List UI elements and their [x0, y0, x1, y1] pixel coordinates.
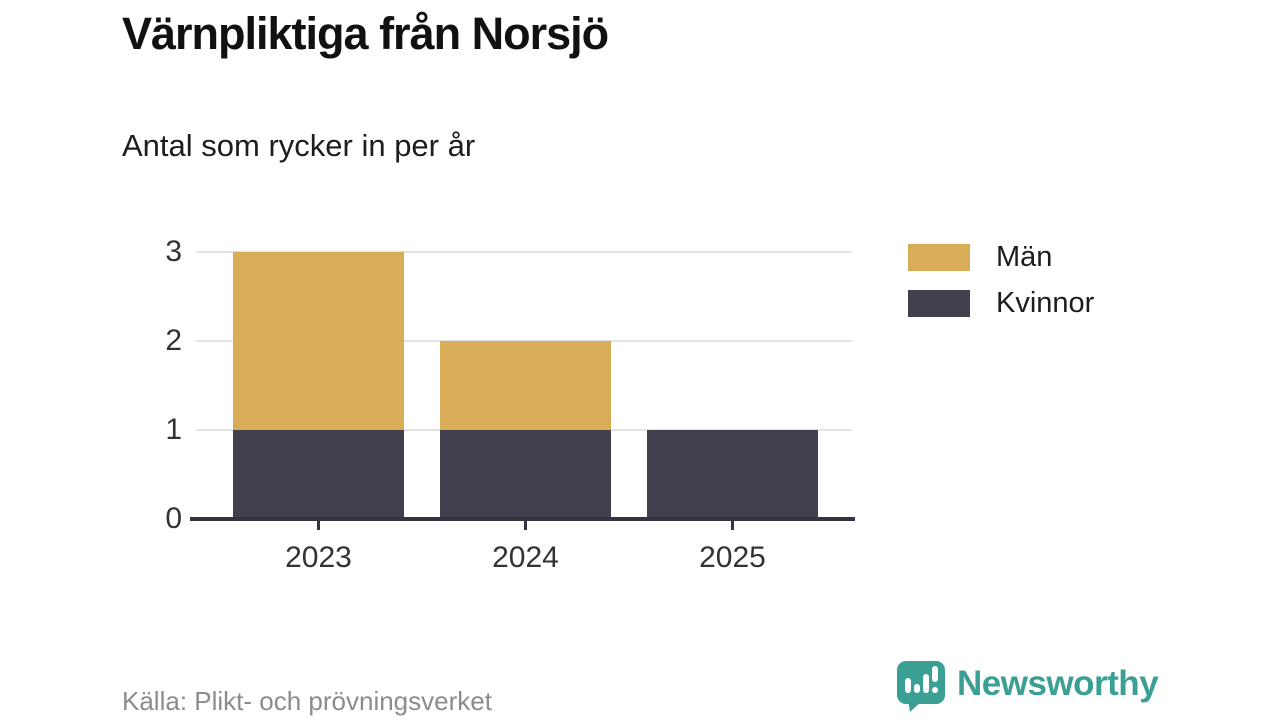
legend-row: Män — [908, 241, 1094, 273]
x-axis-label: 2024 — [492, 541, 559, 574]
legend-swatch — [908, 290, 970, 317]
chart-title: Värnpliktiga från Norsjö — [122, 8, 609, 59]
bar-segment-kvinnor-2025 — [647, 430, 818, 519]
chart-legend: Män Kvinnor — [908, 241, 1095, 336]
legend-label: Kvinnor — [996, 287, 1095, 319]
x-axis-label: 2023 — [285, 541, 352, 574]
bar-segment-män-2024 — [440, 341, 611, 430]
legend-label: Män — [996, 241, 1053, 273]
newsworthy-wordmark: Newsworthy — [957, 664, 1159, 703]
chart-subtitle: Antal som rycker in per år — [122, 128, 476, 163]
gridline — [196, 251, 852, 253]
x-tick — [731, 521, 734, 530]
y-axis-label: 2 — [165, 324, 182, 357]
bar-segment-kvinnor-2024 — [440, 430, 611, 519]
legend-swatch — [908, 244, 970, 271]
x-axis-line — [190, 517, 855, 521]
legend-row: Kvinnor — [908, 287, 1095, 319]
source-note: Källa: Plikt- och prövningsverket — [122, 686, 492, 716]
bar-segment-kvinnor-2023 — [233, 430, 404, 519]
y-axis-label: 3 — [165, 235, 182, 268]
bar-segment-män-2023 — [233, 252, 404, 430]
x-tick — [524, 521, 527, 530]
newsworthy-speech-bubble-chart-icon — [897, 661, 945, 712]
y-axis-label: 0 — [165, 502, 182, 535]
x-axis-label: 2025 — [699, 541, 766, 574]
x-tick — [317, 521, 320, 530]
newsworthy-logo: Newsworthy — [897, 661, 1159, 712]
y-axis-label: 1 — [165, 413, 182, 446]
